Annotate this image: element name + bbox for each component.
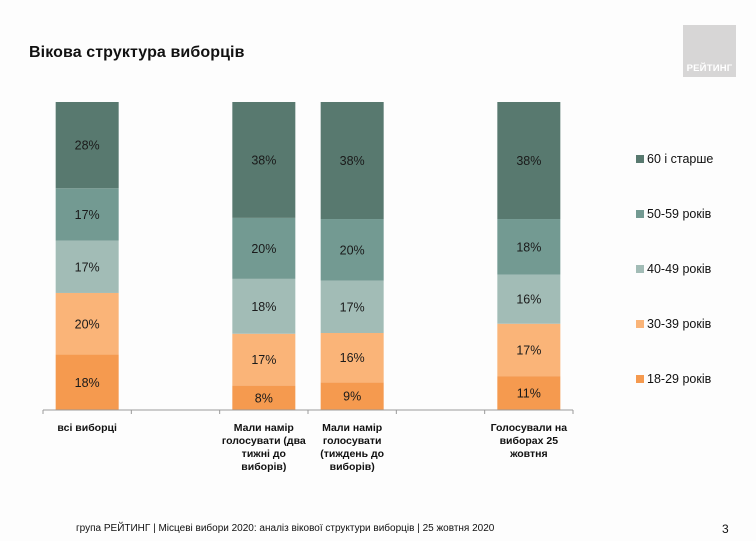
data-label: 38% bbox=[516, 154, 541, 168]
data-label: 9% bbox=[343, 390, 361, 404]
legend-label: 40-49 років bbox=[647, 262, 712, 276]
data-label: 18% bbox=[251, 300, 276, 314]
bar-segment bbox=[497, 376, 561, 410]
bar-segment bbox=[232, 102, 296, 218]
data-label: 20% bbox=[340, 243, 365, 257]
data-label: 17% bbox=[75, 260, 100, 274]
data-label: 16% bbox=[340, 351, 365, 365]
bar-segment bbox=[55, 102, 119, 189]
bar-segment bbox=[232, 278, 296, 334]
page-number: 3 bbox=[722, 522, 729, 536]
bar-segment bbox=[497, 323, 561, 377]
data-label: 20% bbox=[75, 317, 100, 331]
data-label: 28% bbox=[75, 139, 100, 153]
legend-label: 60 і старше bbox=[647, 152, 714, 166]
data-label: 18% bbox=[75, 376, 100, 390]
legend-label: 30-39 років bbox=[647, 317, 712, 331]
rating-logo: РЕЙТИНГ bbox=[683, 25, 736, 77]
bar-segment bbox=[55, 188, 119, 241]
bar-segment bbox=[497, 274, 561, 324]
bar-segment bbox=[320, 280, 384, 333]
bar-segment bbox=[232, 385, 296, 410]
legend-label: 50-59 років bbox=[647, 207, 712, 221]
data-label: 38% bbox=[340, 154, 365, 168]
footer-text: група РЕЙТИНГ | Місцеві вибори 2020: ана… bbox=[76, 523, 495, 534]
data-label: 11% bbox=[517, 387, 541, 401]
x-tick-label: Мали намір голосувати (тиждень до виборів) bbox=[320, 422, 385, 473]
legend-item: 60 і старше bbox=[636, 152, 713, 166]
data-label: 17% bbox=[340, 300, 365, 314]
bar-segment bbox=[320, 219, 384, 281]
legend-item: 40-49 років bbox=[636, 262, 711, 276]
logo-text: РЕЙТИНГ bbox=[686, 63, 733, 74]
data-label: 38% bbox=[251, 153, 276, 167]
legend-swatch bbox=[636, 375, 644, 383]
bar-segment bbox=[55, 292, 119, 355]
x-tick-label: Мали намір голосувати (два тижні до виборів… bbox=[221, 422, 306, 473]
legend-swatch bbox=[636, 320, 644, 328]
bar-segment bbox=[55, 240, 119, 293]
legend-swatch bbox=[636, 210, 644, 218]
legend-swatch bbox=[636, 265, 644, 273]
data-label: 18% bbox=[516, 240, 541, 254]
data-label: 16% bbox=[516, 293, 541, 307]
bar-segment bbox=[232, 217, 296, 279]
bar-segment bbox=[320, 102, 384, 220]
legend-label: 18-29 років bbox=[647, 372, 712, 386]
bar-segment bbox=[55, 354, 119, 410]
bar-segment bbox=[320, 333, 384, 383]
x-tick-label: всі виборці bbox=[57, 422, 117, 434]
bar-segment bbox=[320, 382, 384, 410]
legend-item: 18-29 років bbox=[636, 372, 711, 386]
legend-item: 30-39 років bbox=[636, 317, 711, 331]
x-tick-label: Голосували на виборах 25 жовтня bbox=[490, 422, 568, 460]
data-label: 17% bbox=[251, 353, 276, 367]
page-title: Вікова структура виборців bbox=[29, 44, 245, 61]
bar-segment bbox=[497, 219, 561, 275]
data-label: 17% bbox=[75, 208, 100, 222]
bar-segment bbox=[497, 102, 561, 220]
legend-item: 50-59 років bbox=[636, 207, 711, 221]
bar-segment bbox=[232, 333, 296, 386]
data-label: 8% bbox=[255, 391, 273, 405]
data-label: 17% bbox=[516, 343, 541, 357]
legend-swatch bbox=[636, 155, 644, 163]
data-label: 20% bbox=[251, 242, 276, 256]
